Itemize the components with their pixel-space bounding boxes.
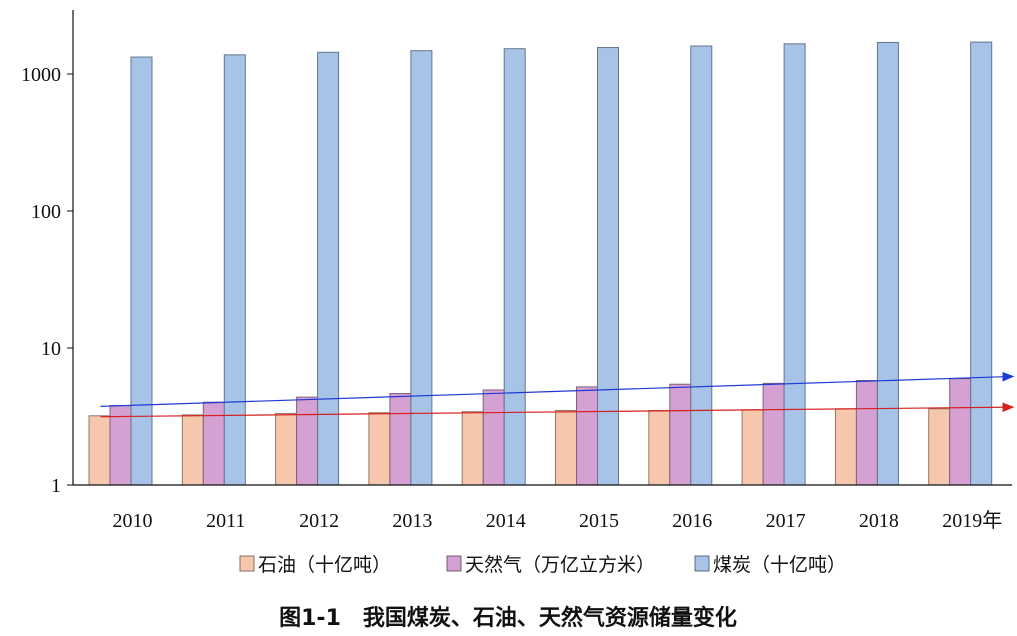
bar-1-2014 [482, 389, 505, 486]
bar-1-2018 [855, 380, 878, 486]
bar-2-2012 [317, 51, 340, 486]
bar-0-2016 [648, 409, 671, 486]
legend-label: 石油（十亿吨） [258, 554, 391, 576]
bar-2-2017 [783, 43, 806, 486]
x-tick-label: 2012 [299, 510, 339, 532]
legend-swatch [446, 555, 462, 572]
bar-1-2011 [202, 401, 225, 486]
bar-1-2010 [109, 405, 132, 486]
bar-1-2017 [762, 382, 785, 486]
bar-2-2010 [130, 56, 153, 486]
y-tick-label: 1 [51, 475, 61, 497]
legend-swatch [694, 555, 710, 572]
bar-1-2013 [389, 393, 412, 486]
x-tick-label: 2016 [672, 510, 712, 532]
x-tick-label: 2018 [859, 510, 899, 532]
legend-label: 天然气（万亿立方米） [465, 554, 655, 576]
x-tick-label: 2019年 [942, 509, 1002, 532]
bar-2-2016 [690, 45, 713, 486]
bar-2-2011 [223, 54, 246, 486]
legend-swatch [239, 555, 255, 572]
x-tick-label: 2015 [579, 510, 619, 532]
bar-0-2013 [368, 412, 391, 486]
legend-label: 煤炭（十亿吨） [713, 554, 846, 576]
bar-2-2013 [410, 50, 433, 486]
bar-0-2011 [181, 414, 204, 486]
bar-2-2014 [503, 48, 526, 486]
x-tick-label: 2017 [766, 510, 806, 532]
trendline-0 [100, 371, 1015, 407]
bar-0-2019年 [928, 408, 951, 486]
axes-layer: 2010 2011 2012 2013 2014 2015 2016 2017 2018 2019… [21, 10, 1012, 532]
bar-0-2018 [834, 408, 857, 486]
bar-2-2018 [876, 41, 899, 486]
x-tick-label: 2014 [486, 510, 526, 532]
bar-1-2015 [576, 386, 598, 486]
y-tick-label: 10 [41, 338, 61, 360]
bar-0-2015 [555, 409, 577, 486]
chart-title: 图1-1 我国煤炭、石油、天然气资源储量变化 [279, 605, 737, 631]
y-tick-label: 1000 [21, 64, 61, 86]
bar-0-2010 [88, 415, 111, 486]
bar-2-2015 [597, 47, 619, 486]
bar-1-2016 [669, 383, 692, 486]
legend: 石油（十亿吨） 天然气（万亿立方米） 煤炭（十亿吨） [239, 554, 846, 576]
x-tick-label: 2011 [206, 510, 245, 532]
x-tick-label: 2010 [113, 510, 153, 532]
trendline-1 [100, 402, 1015, 418]
y-tick-label: 100 [31, 201, 61, 223]
bar-0-2017 [741, 409, 764, 486]
bar-0-2014 [461, 411, 484, 486]
bar-0-2012 [275, 412, 298, 486]
bar-1-2019年 [949, 378, 972, 486]
bar-2-2019年 [970, 41, 993, 486]
bars-layer [88, 41, 993, 486]
bar-1-2012 [296, 396, 319, 486]
x-tick-label: 2013 [392, 510, 432, 532]
trendlines-layer [100, 371, 1015, 418]
